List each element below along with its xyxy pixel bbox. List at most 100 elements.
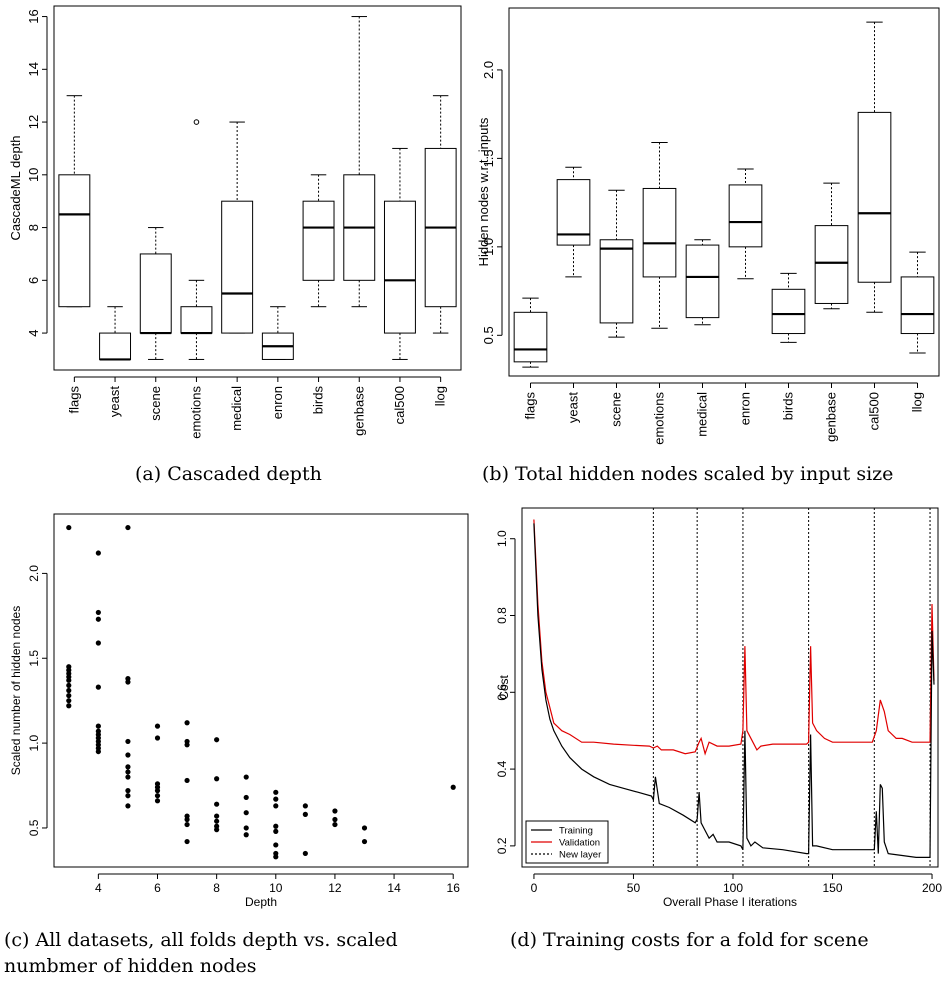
scatter-point xyxy=(243,774,249,780)
iqr-box xyxy=(58,174,91,308)
y-tick-label: 2.0 xyxy=(27,565,41,582)
chart-b-hidden-nodes: 0.5 1.0 1.5 2.0 Hidden nodes w.r.t. inputs fl… xyxy=(472,0,944,460)
scatter-point xyxy=(214,737,220,743)
scatter-point xyxy=(95,748,101,755)
x-tick-label: 8 xyxy=(213,881,220,895)
scatter-point xyxy=(273,842,279,848)
y-axis-label: Hidden nodes w.r.t. inputs xyxy=(476,117,491,266)
x-tick-label: llog xyxy=(910,392,925,412)
x-tick-label: 12 xyxy=(328,881,342,895)
iqr-box xyxy=(139,253,172,334)
y-tick-label: 0.5 xyxy=(481,326,496,344)
scatter-point xyxy=(273,854,279,860)
box-scene xyxy=(139,227,172,360)
box-enron xyxy=(261,306,294,360)
iqr-box xyxy=(180,306,213,334)
box-birds xyxy=(771,272,806,343)
caption-a: (a) Cascaded depth xyxy=(135,463,322,485)
x-tick-label: 0 xyxy=(531,881,538,895)
iqr-box xyxy=(302,200,335,281)
scatter-point xyxy=(184,816,190,823)
scatter-point xyxy=(450,784,456,790)
scatter-point xyxy=(125,793,131,799)
x-axis-label: Overall Phase I iterations xyxy=(663,895,797,909)
scatter-point xyxy=(66,698,72,704)
box-llog xyxy=(900,251,935,354)
scatter-point xyxy=(95,723,101,729)
caption-c-line2: numbmer of hidden nodes xyxy=(4,955,257,977)
scatter-point xyxy=(125,752,131,758)
scatter-point xyxy=(66,677,72,683)
scatter-point xyxy=(125,738,131,745)
box-yeast xyxy=(556,166,591,278)
scatter-point xyxy=(273,796,279,802)
y-tick-label: 8 xyxy=(26,224,41,231)
x-tick-label: 10 xyxy=(269,881,283,895)
box-birds xyxy=(302,174,335,308)
x-tick-label: flags xyxy=(66,386,81,414)
x-tick-label: 150 xyxy=(822,881,842,895)
x-tick-label: enron xyxy=(270,386,285,419)
x-tick-label: genbase xyxy=(351,386,366,436)
iqr-box xyxy=(814,225,849,304)
scatter-point xyxy=(125,788,131,794)
y-axis-label: Cost xyxy=(497,675,511,700)
scatter-point xyxy=(243,832,249,838)
scatter-point xyxy=(243,825,249,831)
outlier-point xyxy=(193,119,200,125)
scatter-point xyxy=(361,825,368,831)
scatter-point xyxy=(273,823,279,829)
box-medical xyxy=(221,121,254,334)
chart-d-svg: 0.2 0.4 0.6 0.8 1.0 Cost 0 50 100 150 200 Overall P… xyxy=(495,507,942,909)
scatter-point xyxy=(214,776,220,782)
scatter-point xyxy=(125,764,131,770)
y-tick-label: 16 xyxy=(26,9,41,23)
caption-c-line1: (c) All datasets, all folds depth vs. sc… xyxy=(4,929,398,951)
iqr-box xyxy=(221,200,254,334)
x-tick-label: llog xyxy=(433,386,448,406)
chart-c-svg: 0.5 1.0 1.5 2.0 Scaled number of hidden node… xyxy=(9,513,469,909)
plot-frame xyxy=(53,513,469,868)
box-enron xyxy=(728,168,763,280)
y-tick-label: 10 xyxy=(26,168,41,182)
legend-label: Validation xyxy=(559,838,600,849)
y-tick-label: 1.5 xyxy=(27,650,41,667)
x-tick-label: 4 xyxy=(95,881,102,895)
y-tick-label: 0.5 xyxy=(27,819,41,836)
y-tick-label: 1.0 xyxy=(27,734,41,751)
y-tick-label: 0.6 xyxy=(495,684,509,701)
x-tick-label: emotions xyxy=(652,392,667,445)
legend-label: Training xyxy=(559,826,593,837)
scatter-point xyxy=(154,723,161,729)
scatter-point xyxy=(66,524,72,531)
box-yeast xyxy=(99,306,132,361)
x-tick-label: yeast xyxy=(107,386,122,417)
iqr-box xyxy=(513,311,548,363)
x-tick-label: birds xyxy=(781,392,796,421)
scatter-point xyxy=(95,616,101,622)
chart-d-training-costs: 0.2 0.4 0.6 0.8 1.0 Cost 0 50 100 150 200 Overall P… xyxy=(472,500,944,910)
iqr-box xyxy=(728,184,763,248)
plot-frame xyxy=(521,507,939,868)
plot-frame xyxy=(53,5,462,371)
iqr-box xyxy=(383,200,416,334)
scatter-point xyxy=(154,735,161,741)
scatter-point xyxy=(66,703,72,709)
x-tick-label: scene xyxy=(148,386,163,421)
iqr-box xyxy=(642,187,677,278)
y-tick-label: 0.4 xyxy=(495,760,509,777)
box-cal500 xyxy=(383,147,416,360)
x-tick-label: medical xyxy=(695,392,710,437)
scatter-point xyxy=(332,821,338,828)
chart-b-svg: 0.5 1.0 1.5 2.0 Hidden nodes w.r.t. inputs fl… xyxy=(476,7,940,445)
chart-c-depth-scatter: 0.5 1.0 1.5 2.0 Scaled number of hidden node… xyxy=(0,500,472,910)
x-tick-label: genbase xyxy=(824,392,839,442)
box-flags xyxy=(58,95,91,308)
scatter-point xyxy=(184,821,190,828)
y-tick-label: 0.2 xyxy=(495,837,509,854)
scatter-point xyxy=(214,801,220,807)
scatter-point xyxy=(95,640,101,646)
y-tick-label: 1.0 xyxy=(481,238,496,256)
iqr-box xyxy=(685,244,720,319)
